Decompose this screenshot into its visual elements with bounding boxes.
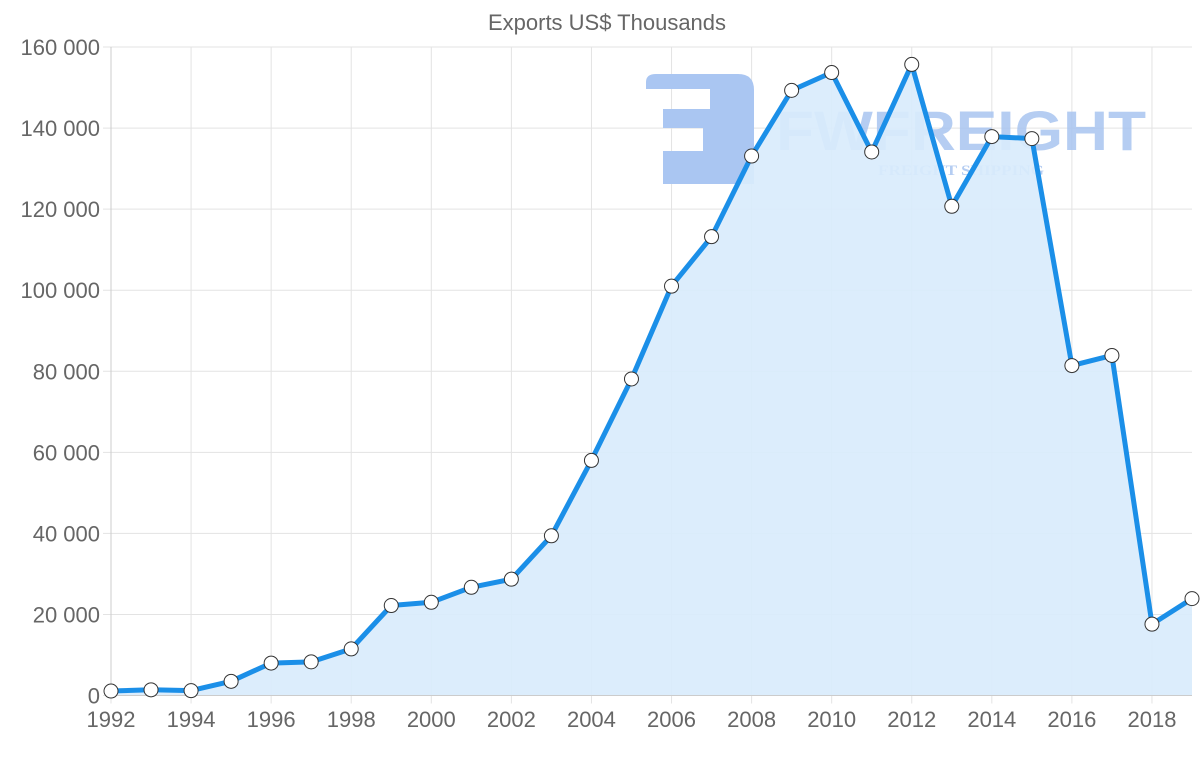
data-line (110, 61, 1194, 694)
data-point (223, 673, 239, 689)
x-tick-label: 2000 (407, 707, 456, 732)
data-point (824, 65, 840, 81)
x-tick-label: 2012 (887, 707, 936, 732)
data-point (784, 82, 800, 98)
y-tick-label: 120 000 (20, 197, 100, 222)
y-tick-label: 140 000 (20, 116, 100, 141)
y-axis-labels: 0 20 000 40 000 60 000 80 000 100 000 120 000 1… (20, 35, 100, 709)
data-point (1064, 358, 1080, 374)
x-tick-label: 1994 (167, 707, 216, 732)
data-point (904, 56, 920, 72)
y-tick-label: 80 000 (33, 359, 100, 384)
data-point (103, 683, 119, 699)
y-tick-label: 60 000 (33, 440, 100, 465)
data-point (303, 654, 319, 670)
data-point (503, 571, 519, 587)
data-point (1144, 616, 1160, 632)
area-fill (111, 64, 1192, 696)
data-point (343, 641, 359, 657)
data-point (1184, 591, 1200, 607)
x-tick-label: 2010 (807, 707, 856, 732)
data-point (463, 579, 479, 595)
y-tick-label: 100 000 (20, 278, 100, 303)
x-tick-label: 2008 (727, 707, 776, 732)
data-point (543, 528, 559, 544)
data-point (583, 452, 599, 468)
data-point (704, 229, 720, 245)
data-point (1104, 347, 1120, 363)
data-point (944, 198, 960, 214)
chart-title: Exports US$ Thousands (488, 10, 726, 35)
data-point (744, 148, 760, 164)
data-point (423, 594, 439, 610)
x-tick-label: 2014 (967, 707, 1016, 732)
data-point (984, 129, 1000, 145)
data-point (623, 371, 639, 387)
data-point (263, 655, 279, 671)
x-axis-labels: 1992 1994 1996 1998 2000 2002 2004 2006 2008 2010… (87, 707, 1177, 732)
x-tick-label: 2018 (1127, 707, 1176, 732)
data-point (383, 598, 399, 614)
y-tick-label: 160 000 (20, 35, 100, 60)
y-tick-label: 0 (88, 684, 100, 709)
fwfreight-logo-icon (646, 74, 754, 184)
data-point (143, 682, 159, 698)
data-point (664, 278, 680, 294)
data-point (183, 683, 199, 699)
x-tick-label: 2004 (567, 707, 616, 732)
y-tick-label: 20 000 (33, 602, 100, 627)
x-tick-label: 1992 (87, 707, 136, 732)
x-tick-label: 2002 (487, 707, 536, 732)
x-tick-label: 2006 (647, 707, 696, 732)
data-points (103, 56, 1200, 699)
data-point (1024, 131, 1040, 147)
x-tick-label: 1996 (247, 707, 296, 732)
data-point (864, 144, 880, 160)
y-tick-label: 40 000 (33, 521, 100, 546)
x-tick-label: 1998 (327, 707, 376, 732)
x-tick-label: 2016 (1047, 707, 1096, 732)
axes (110, 47, 1192, 696)
